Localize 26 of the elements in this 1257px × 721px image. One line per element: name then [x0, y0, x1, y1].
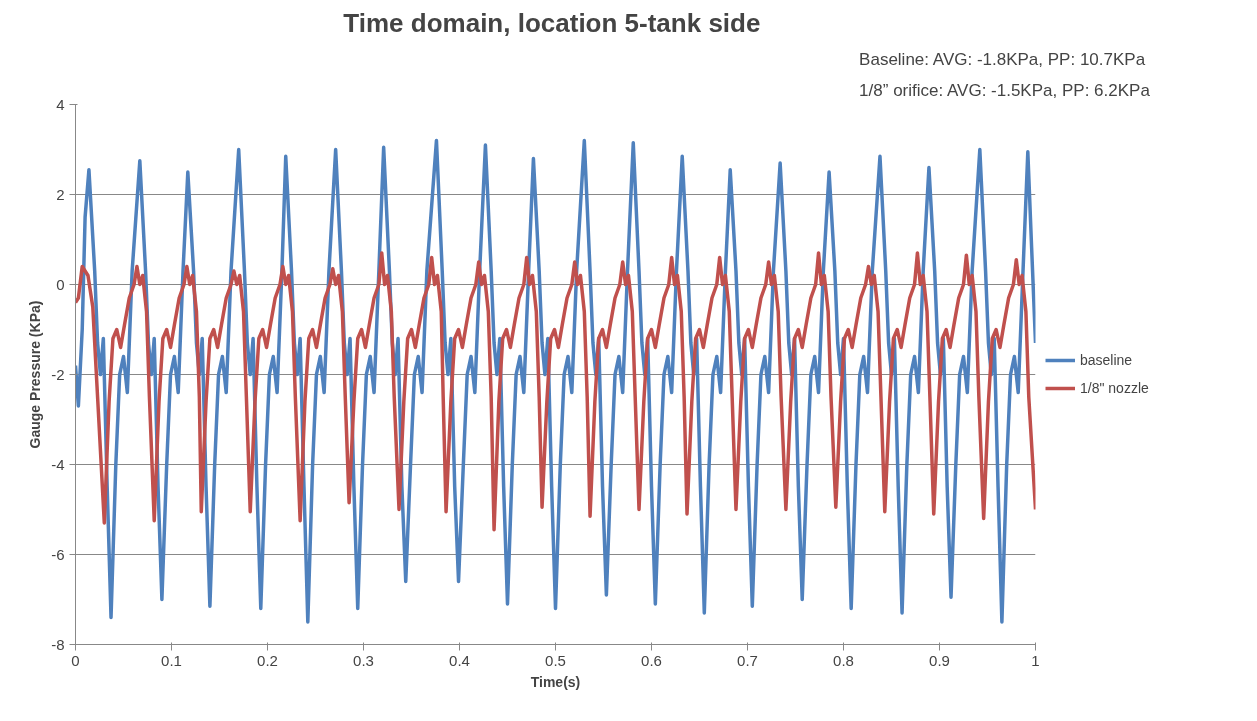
y-tick-label: 4	[56, 95, 65, 113]
y-tick-label: -8	[51, 635, 65, 653]
x-tick-label: 0.7	[737, 651, 758, 669]
x-tick-label: 0.5	[545, 651, 566, 669]
x-tick-label: 1	[1031, 651, 1040, 669]
y-tick-label: -2	[51, 365, 65, 383]
x-tick-label: 0	[71, 651, 80, 669]
x-tick-label: 0.6	[641, 651, 662, 669]
legend-label: baseline	[1080, 352, 1133, 368]
text: 1/8” orifice: AVG: -1.5KPa, PP: 6.2KPa	[859, 80, 1151, 100]
x-tick-label: 0.9	[929, 651, 950, 669]
legend-label: 1/8" nozzle	[1080, 380, 1149, 396]
y-tick-label: -4	[51, 455, 65, 473]
text: Baseline: AVG: -1.8KPa, PP: 10.7KPa	[859, 49, 1146, 69]
x-tick-label: 0.2	[257, 651, 278, 669]
y-tick-label: -6	[51, 545, 65, 563]
y-axis-title: Gauge Pressure (KPa)	[27, 300, 44, 449]
x-tick-label: 0.3	[353, 651, 374, 669]
chart-title: Time domain, location 5-tank side	[343, 7, 761, 38]
y-tick-label: 0	[56, 275, 65, 293]
x-tick-label: 0.1	[161, 651, 182, 669]
y-tick-label: 2	[56, 185, 65, 203]
x-axis-title: Time(s)	[530, 673, 581, 690]
line-series	[75, 251, 1036, 532]
x-tick-label: 0.4	[449, 651, 470, 669]
x-tick-label: 0.8	[833, 651, 854, 669]
